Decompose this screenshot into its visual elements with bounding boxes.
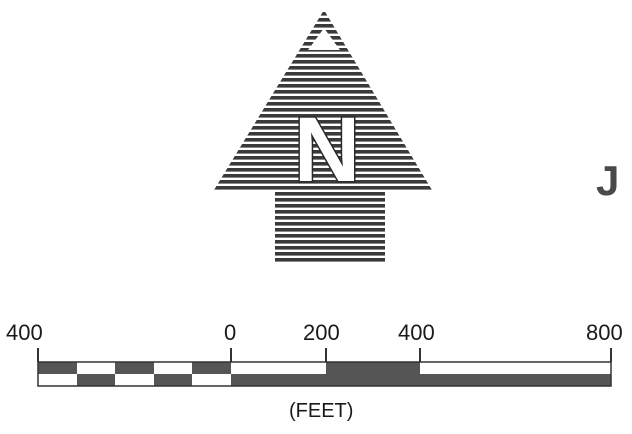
scale-label-800: 800 — [586, 320, 623, 345]
scale-outline — [37, 361, 612, 387]
scale-segment — [38, 374, 77, 386]
scale-segment — [192, 374, 231, 386]
panel-letter: J — [596, 157, 620, 204]
scale-label-400-left: 400 — [6, 320, 43, 345]
scale-label-400-right: 400 — [398, 320, 435, 345]
scale-segment — [231, 374, 326, 386]
scale-segment — [420, 362, 611, 374]
scale-segment — [231, 362, 326, 374]
scale-segment — [192, 362, 231, 374]
scale-segment — [154, 374, 192, 386]
scale-segment — [420, 374, 611, 386]
scale-segment — [326, 374, 420, 386]
scale-label-0: 0 — [224, 320, 237, 345]
scale-segment — [154, 362, 192, 374]
scale-segment — [115, 362, 154, 374]
scale-label-200: 200 — [303, 320, 340, 345]
scale-units-label: (FEET) — [289, 400, 354, 422]
scale-segment — [77, 362, 115, 374]
scale-segment — [77, 374, 115, 386]
north-letter: N — [294, 99, 360, 201]
scale-segment — [38, 362, 77, 374]
scale-segment — [115, 374, 154, 386]
scale-segment — [326, 362, 420, 374]
